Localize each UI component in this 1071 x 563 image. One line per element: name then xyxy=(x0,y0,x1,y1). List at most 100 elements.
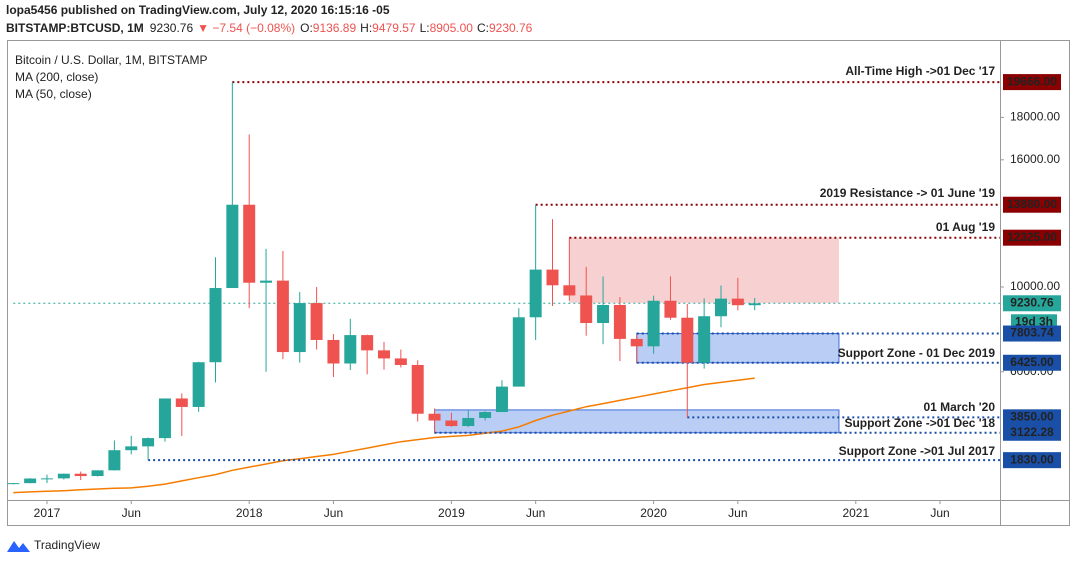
price-label-box xyxy=(1003,295,1061,312)
price-label: 19666.00 xyxy=(1007,74,1057,88)
ohlc-value: 9230.76 xyxy=(489,21,533,35)
annotation: Support Zone ->01 Jul 2017 xyxy=(839,444,996,458)
candle-body xyxy=(175,398,188,407)
candle-body xyxy=(344,335,357,364)
candle-body xyxy=(276,280,289,353)
annotation: 01 Aug '19 xyxy=(936,220,995,234)
candle-body xyxy=(428,413,441,421)
candle-body xyxy=(142,438,155,447)
candle-body xyxy=(748,303,761,306)
candle-body xyxy=(192,362,205,407)
footer-brand: TradingView xyxy=(34,538,100,552)
y-tick-label: 18000.00 xyxy=(1010,110,1060,124)
candle-body xyxy=(462,417,475,427)
candle-body xyxy=(664,300,677,318)
price-label-box xyxy=(1003,409,1061,426)
x-tick-label: 2020 xyxy=(640,506,667,520)
frame xyxy=(7,40,1070,526)
candle-body xyxy=(260,280,273,283)
candle-body xyxy=(226,204,239,289)
y-tick-label: 16000.00 xyxy=(1010,152,1060,166)
candle-body xyxy=(327,339,340,364)
x-tick-label: Jun xyxy=(122,506,141,520)
candle-body xyxy=(378,350,390,359)
zone xyxy=(569,237,839,303)
symbol: BITSTAMP:BTCUSD, 1M xyxy=(6,21,144,35)
candle-body xyxy=(91,470,104,477)
price-label-box xyxy=(1003,452,1061,469)
x-tick-label: 2018 xyxy=(236,506,263,520)
x-tick-label: Jun xyxy=(728,506,747,520)
candle-body xyxy=(293,303,306,353)
annotation: All-Time High ->01 Dec '17 xyxy=(845,64,995,78)
logo-icon xyxy=(7,541,30,552)
x-tick-label: Jun xyxy=(526,506,545,520)
candle-body xyxy=(7,483,20,485)
ohlc-key: C: xyxy=(477,21,489,35)
annotation: Support Zone - 01 Dec 2019 xyxy=(838,346,996,360)
price-label-box xyxy=(1003,325,1061,342)
candle-body xyxy=(57,473,70,479)
candle-body xyxy=(647,300,660,347)
candle-body xyxy=(24,478,37,484)
candle-body xyxy=(209,288,222,363)
ohlc-key: H: xyxy=(360,21,372,35)
price-label: 3850.00 xyxy=(1010,410,1054,424)
price-label: 9230.76 xyxy=(1010,295,1054,309)
price-label: 1830.00 xyxy=(1010,452,1054,466)
ohlc-value: 9136.89 xyxy=(313,21,357,35)
y-tick-label: 10000.00 xyxy=(1010,279,1060,293)
x-tick-label: 2017 xyxy=(34,506,61,520)
price-label-box xyxy=(1003,354,1061,371)
candle-body xyxy=(411,364,424,414)
x-tick-label: Jun xyxy=(324,506,343,520)
candle-body xyxy=(108,450,121,471)
candle-body xyxy=(715,298,727,317)
price-label: 7803.74 xyxy=(1010,326,1054,340)
ohlc-value: 8905.00 xyxy=(430,21,474,35)
ma-line xyxy=(13,377,755,494)
publish-line: lopa5456 published on TradingView.com, J… xyxy=(6,3,390,17)
last-price: 9230.76 xyxy=(150,21,194,35)
candle-body xyxy=(243,204,256,283)
zone xyxy=(434,409,840,434)
candle-body xyxy=(630,338,643,347)
candle-body xyxy=(479,412,492,418)
price-label-box xyxy=(1003,74,1061,91)
legend-entry: MA (50, close) xyxy=(15,87,92,101)
candle-body xyxy=(529,269,542,318)
candle-body xyxy=(74,473,87,477)
candle-body xyxy=(125,446,138,451)
annotation: Support Zone ->01 Dec '18 xyxy=(844,416,995,430)
legend-entry: MA (200, close) xyxy=(15,70,98,84)
candle-body xyxy=(580,295,593,324)
candle-body xyxy=(731,298,744,306)
price-label: 6425.00 xyxy=(1010,355,1054,369)
countdown: 19d 3h xyxy=(1015,314,1053,328)
candle-body xyxy=(597,304,610,324)
price-label-box xyxy=(1003,424,1061,441)
footer-logo: TradingView xyxy=(7,538,100,552)
chart-title: Bitcoin / U.S. Dollar, 1M, BITSTAMP xyxy=(15,53,208,67)
candle-body xyxy=(563,285,576,296)
candle-body xyxy=(613,304,626,339)
ohlc-key: O: xyxy=(300,21,313,35)
candle-body xyxy=(41,478,53,480)
candle-body xyxy=(698,316,711,363)
price-label-box xyxy=(1003,229,1061,246)
annotation: 2019 Resistance -> 01 June '19 xyxy=(820,186,996,200)
change: ▼ −7.54 (−0.08%) xyxy=(197,21,295,35)
candle-body xyxy=(681,317,694,363)
price-label-box xyxy=(1003,196,1061,213)
x-tick-label: 2021 xyxy=(842,506,869,520)
zone xyxy=(636,333,840,364)
candle-body xyxy=(445,420,458,427)
ohlc-value: 9479.57 xyxy=(372,21,416,35)
price-label: 3122.28 xyxy=(1010,425,1054,439)
candle-body xyxy=(361,335,374,351)
annotation: 01 March '20 xyxy=(923,400,995,414)
x-tick-label: 2019 xyxy=(438,506,465,520)
candle-body xyxy=(495,386,508,413)
candle-body xyxy=(394,358,407,365)
